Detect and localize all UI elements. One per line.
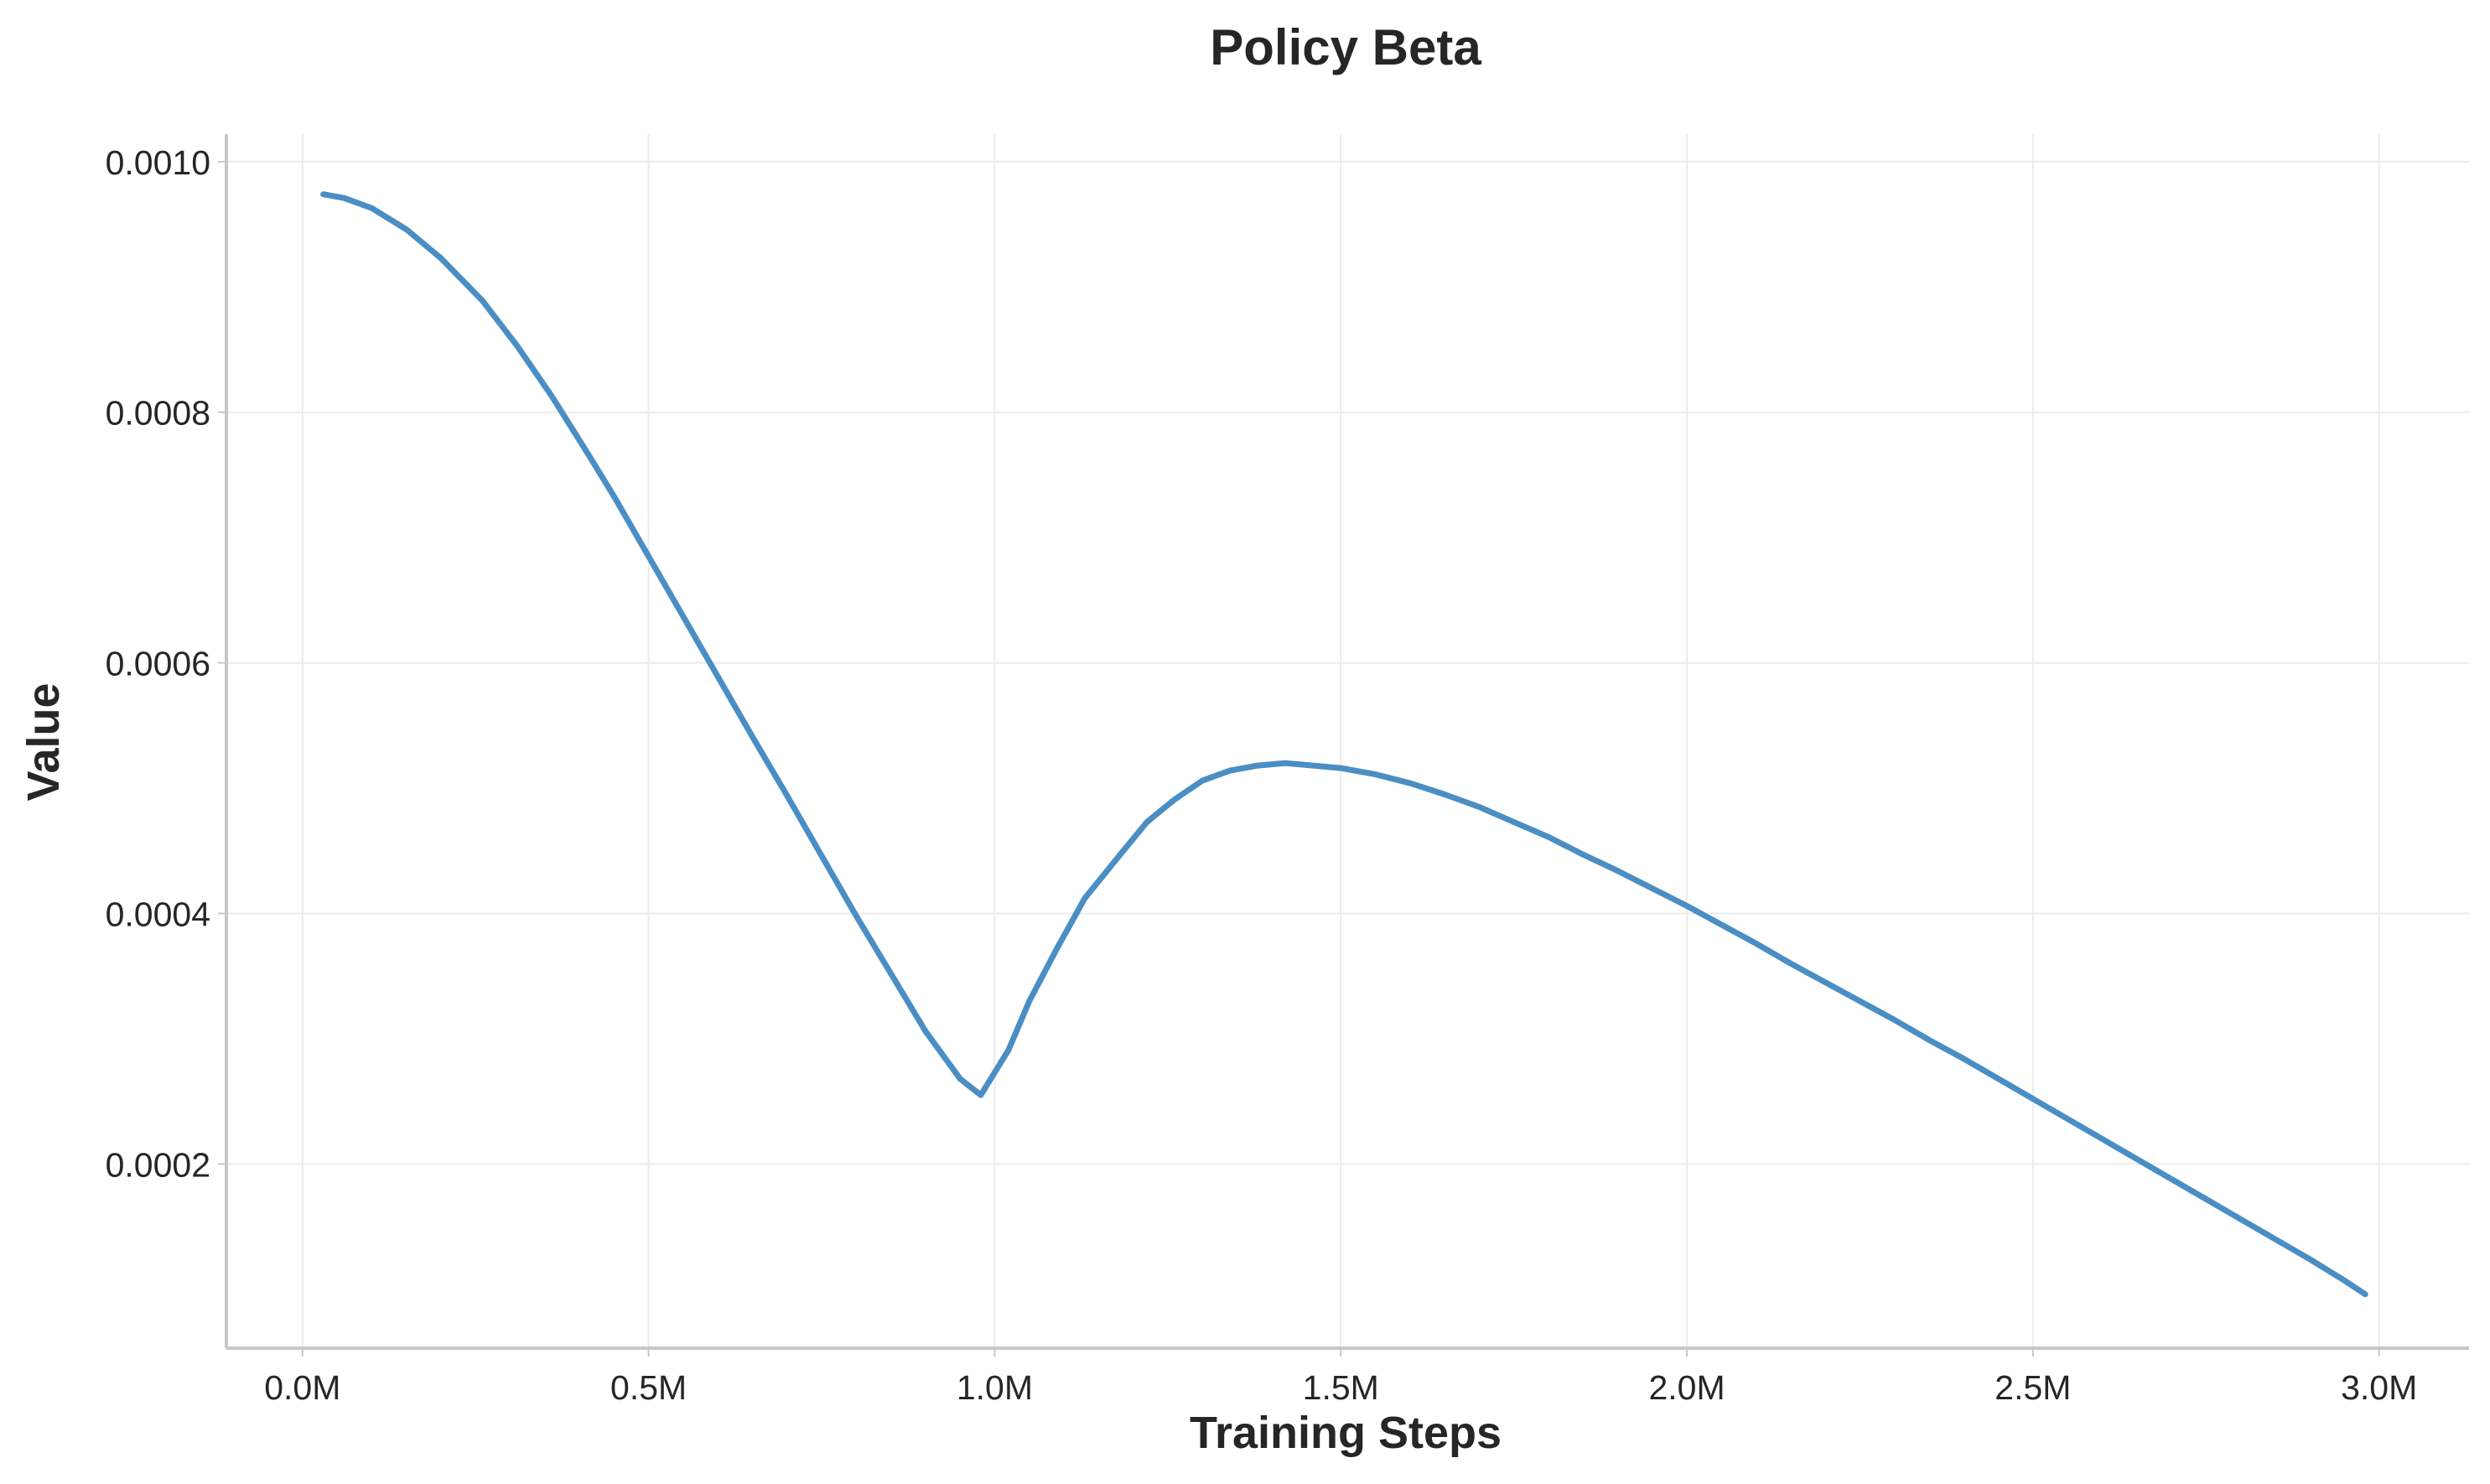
series-lines <box>320 191 2368 1298</box>
y-tick-label: 0.0006 <box>106 645 210 683</box>
y-tick-labels: 0.0002 0.0004 0.0006 0.0008 0.0010 <box>106 143 210 1184</box>
grid <box>226 134 2469 1348</box>
y-tick-label: 0.0010 <box>106 143 210 182</box>
y-tick-label: 0.0008 <box>106 394 210 433</box>
x-tick-label: 1.0M <box>957 1368 1033 1407</box>
y-tick-label: 0.0002 <box>106 1145 210 1184</box>
tick-marks <box>218 160 2380 1357</box>
x-tick-label: 2.0M <box>1648 1368 1725 1407</box>
x-tick-label: 0.0M <box>264 1368 340 1407</box>
x-axis-label: Training Steps <box>1190 1408 1502 1458</box>
series-line <box>320 191 2368 1298</box>
x-tick-label: 2.5M <box>1995 1368 2071 1407</box>
y-axis-label: Value <box>18 682 69 801</box>
y-tick-label: 0.0004 <box>106 895 210 933</box>
chart-title: Policy Beta <box>1210 19 1481 75</box>
axes-spines <box>225 134 2469 1350</box>
x-tick-label: 0.5M <box>610 1368 687 1407</box>
x-tick-labels: 0.0M 0.5M 1.0M 1.5M 2.0M 2.5M 3.0M <box>264 1368 2417 1407</box>
x-tick-label: 3.0M <box>2341 1368 2417 1407</box>
x-tick-label: 1.5M <box>1303 1368 1379 1407</box>
